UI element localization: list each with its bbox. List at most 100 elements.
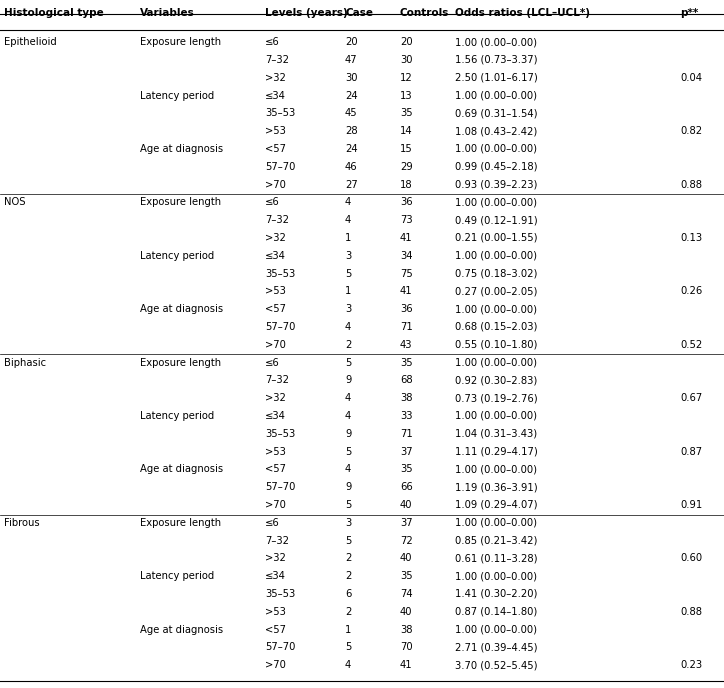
Text: 57–70: 57–70: [265, 482, 295, 492]
Text: 71: 71: [400, 322, 413, 332]
Text: 3: 3: [345, 518, 351, 528]
Text: 5: 5: [345, 643, 351, 652]
Text: 41: 41: [400, 233, 413, 243]
Text: 1.00 (0.00–0.00): 1.00 (0.00–0.00): [455, 625, 537, 634]
Text: 5: 5: [345, 447, 351, 457]
Text: 1.11 (0.29–4.17): 1.11 (0.29–4.17): [455, 447, 538, 457]
Text: Levels (years): Levels (years): [265, 8, 348, 18]
Text: Latency period: Latency period: [140, 91, 214, 100]
Text: 1: 1: [345, 286, 351, 297]
Text: 1.41 (0.30–2.20): 1.41 (0.30–2.20): [455, 589, 537, 599]
Text: 2.50 (1.01–6.17): 2.50 (1.01–6.17): [455, 73, 538, 83]
Text: ≤34: ≤34: [265, 411, 286, 421]
Text: 14: 14: [400, 126, 413, 136]
Text: Exposure length: Exposure length: [140, 518, 221, 528]
Text: 7–32: 7–32: [265, 535, 289, 546]
Text: 0.85 (0.21–3.42): 0.85 (0.21–3.42): [455, 535, 537, 546]
Text: 1: 1: [345, 233, 351, 243]
Text: 0.67: 0.67: [680, 393, 702, 403]
Text: 0.88: 0.88: [680, 607, 702, 616]
Text: 4: 4: [345, 322, 351, 332]
Text: 4: 4: [345, 393, 351, 403]
Text: 0.69 (0.31–1.54): 0.69 (0.31–1.54): [455, 108, 537, 118]
Text: 4: 4: [345, 411, 351, 421]
Text: 1.08 (0.43–2.42): 1.08 (0.43–2.42): [455, 126, 537, 136]
Text: 20: 20: [345, 37, 358, 47]
Text: Odds ratios (LCL–UCL*): Odds ratios (LCL–UCL*): [455, 8, 590, 18]
Text: >53: >53: [265, 286, 286, 297]
Text: 45: 45: [345, 108, 358, 118]
Text: 35: 35: [400, 358, 413, 367]
Text: 57–70: 57–70: [265, 162, 295, 172]
Text: 36: 36: [400, 304, 413, 314]
Text: 13: 13: [400, 91, 413, 100]
Text: 0.82: 0.82: [680, 126, 702, 136]
Text: 4: 4: [345, 660, 351, 670]
Text: 1.00 (0.00–0.00): 1.00 (0.00–0.00): [455, 518, 537, 528]
Text: 9: 9: [345, 429, 351, 439]
Text: 75: 75: [400, 268, 413, 279]
Text: Fibrous: Fibrous: [4, 518, 40, 528]
Text: >70: >70: [265, 340, 286, 350]
Text: 5: 5: [345, 535, 351, 546]
Text: Exposure length: Exposure length: [140, 37, 221, 47]
Text: <57: <57: [265, 144, 286, 154]
Text: 7–32: 7–32: [265, 376, 289, 385]
Text: 57–70: 57–70: [265, 643, 295, 652]
Text: 3: 3: [345, 304, 351, 314]
Text: 1.00 (0.00–0.00): 1.00 (0.00–0.00): [455, 358, 537, 367]
Text: Age at diagnosis: Age at diagnosis: [140, 144, 223, 154]
Text: Histological type: Histological type: [4, 8, 104, 18]
Text: <57: <57: [265, 304, 286, 314]
Text: 18: 18: [400, 180, 413, 189]
Text: 43: 43: [400, 340, 413, 350]
Text: 2: 2: [345, 340, 351, 350]
Text: 46: 46: [345, 162, 358, 172]
Text: 40: 40: [400, 607, 413, 616]
Text: 0.23: 0.23: [680, 660, 702, 670]
Text: 0.68 (0.15–2.03): 0.68 (0.15–2.03): [455, 322, 537, 332]
Text: 35–53: 35–53: [265, 589, 295, 599]
Text: 2: 2: [345, 571, 351, 581]
Text: 1.00 (0.00–0.00): 1.00 (0.00–0.00): [455, 197, 537, 207]
Text: >32: >32: [265, 233, 286, 243]
Text: 0.27 (0.00–2.05): 0.27 (0.00–2.05): [455, 286, 537, 297]
Text: 35–53: 35–53: [265, 108, 295, 118]
Text: 41: 41: [400, 660, 413, 670]
Text: 0.73 (0.19–2.76): 0.73 (0.19–2.76): [455, 393, 538, 403]
Text: >32: >32: [265, 73, 286, 83]
Text: 1: 1: [345, 625, 351, 634]
Text: Latency period: Latency period: [140, 571, 214, 581]
Text: 33: 33: [400, 411, 413, 421]
Text: >70: >70: [265, 500, 286, 510]
Text: p**: p**: [680, 8, 698, 18]
Text: 2: 2: [345, 607, 351, 616]
Text: 74: 74: [400, 589, 413, 599]
Text: 0.21 (0.00–1.55): 0.21 (0.00–1.55): [455, 233, 537, 243]
Text: >70: >70: [265, 180, 286, 189]
Text: 57–70: 57–70: [265, 322, 295, 332]
Text: 0.60: 0.60: [680, 553, 702, 563]
Text: 0.75 (0.18–3.02): 0.75 (0.18–3.02): [455, 268, 537, 279]
Text: 4: 4: [345, 215, 351, 225]
Text: 47: 47: [345, 55, 358, 65]
Text: 0.88: 0.88: [680, 180, 702, 189]
Text: 5: 5: [345, 500, 351, 510]
Text: ≤6: ≤6: [265, 197, 279, 207]
Text: Biphasic: Biphasic: [4, 358, 46, 367]
Text: 40: 40: [400, 553, 413, 563]
Text: 5: 5: [345, 268, 351, 279]
Text: Latency period: Latency period: [140, 411, 214, 421]
Text: 0.92 (0.30–2.83): 0.92 (0.30–2.83): [455, 376, 537, 385]
Text: 28: 28: [345, 126, 358, 136]
Text: 1.19 (0.36–3.91): 1.19 (0.36–3.91): [455, 482, 538, 492]
Text: 1.00 (0.00–0.00): 1.00 (0.00–0.00): [455, 304, 537, 314]
Text: ≤6: ≤6: [265, 518, 279, 528]
Text: 0.93 (0.39–2.23): 0.93 (0.39–2.23): [455, 180, 537, 189]
Text: 40: 40: [400, 500, 413, 510]
Text: 1.00 (0.00–0.00): 1.00 (0.00–0.00): [455, 411, 537, 421]
Text: 0.13: 0.13: [680, 233, 702, 243]
Text: 35: 35: [400, 571, 413, 581]
Text: 0.91: 0.91: [680, 500, 702, 510]
Text: 35–53: 35–53: [265, 268, 295, 279]
